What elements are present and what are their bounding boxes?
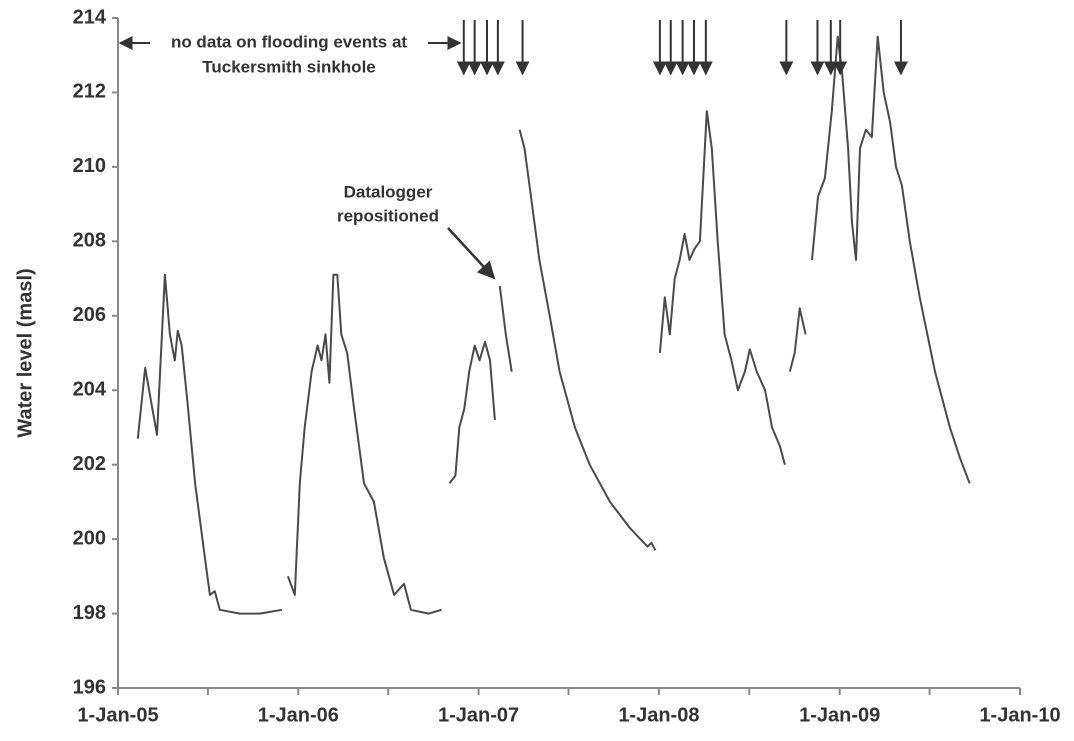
y-tick-label: 200 [73, 527, 106, 549]
annotation-arrow [447, 227, 496, 280]
annotation-text: Datalogger [344, 182, 433, 201]
x-tick-label: 1-Jan-10 [979, 704, 1060, 726]
annotation-text: no data on flooding events at [171, 32, 407, 51]
y-tick-label: 196 [73, 676, 106, 698]
y-tick-label: 214 [73, 6, 107, 28]
y-tick-label: 202 [73, 453, 106, 475]
y-tick-label: 208 [73, 230, 106, 252]
y-tick-label: 210 [73, 155, 106, 177]
y-tick-label: 206 [73, 304, 106, 326]
x-tick-label: 1-Jan-06 [258, 704, 339, 726]
y-axis-label: Water level (masl) [14, 268, 36, 437]
x-tick-label: 1-Jan-08 [618, 704, 699, 726]
x-tick-label: 1-Jan-07 [438, 704, 519, 726]
x-tick-label: 1-Jan-05 [77, 704, 158, 726]
x-tick-label: 1-Jan-09 [799, 704, 880, 726]
y-tick-label: 198 [73, 602, 106, 624]
annotation-text: Tuckersmith sinkhole [202, 57, 376, 76]
annotation-text: repositioned [337, 206, 439, 225]
y-tick-label: 212 [73, 81, 106, 103]
y-tick-label: 204 [73, 379, 107, 401]
data-line [136, 35, 971, 615]
